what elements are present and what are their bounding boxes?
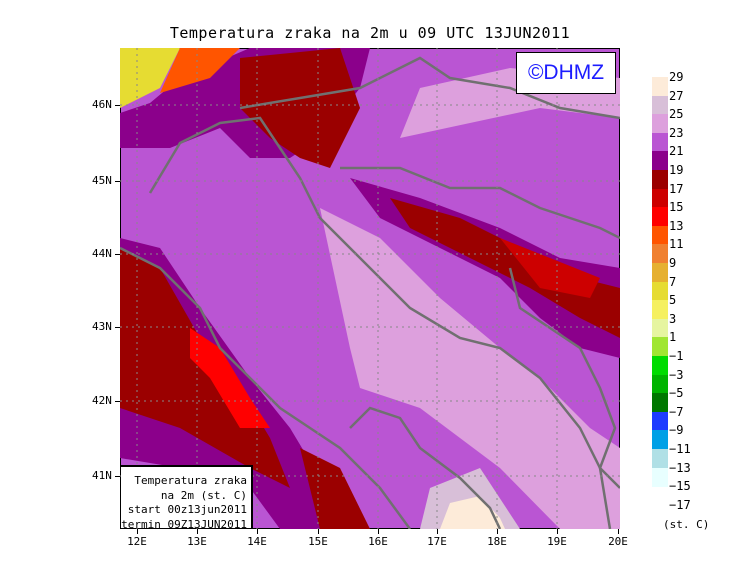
legend-label: −5 [669,386,684,401]
legend-label: 19 [669,163,684,177]
longitude-label: 18E [487,535,507,548]
legend-label: −3 [669,367,684,382]
map-title: Temperatura zraka na 2m u 09 UTC 13JUN20… [169,24,571,42]
legend-swatch [652,95,668,115]
longitude-label: 17E [427,535,447,548]
tick [115,401,120,402]
info-line: Temperatura zraka [134,474,247,487]
cold-area [500,238,600,298]
legend-label: −7 [669,404,684,419]
legend-label: 5 [669,293,677,308]
legend-swatch [652,449,668,468]
legend-swatch [652,77,668,96]
legend-swatch [652,300,668,320]
legend-label: 25 [669,107,684,122]
info-line: termin 09Z13JUN2011 [121,517,247,531]
legend-label: −17 [669,497,691,512]
latitude-label: 45N [92,174,112,187]
latitude-label: 41N [92,469,112,482]
dhmz-logo: ©DHMZ [516,52,616,94]
legend-label: 1 [669,330,677,345]
coastline [349,406,502,529]
border [340,166,620,240]
legend-swatch [652,393,668,413]
legend-swatch [652,411,668,431]
legend-swatch [652,132,668,152]
legend-swatch [652,430,668,450]
longitude-label: 19E [547,535,567,548]
latitude-label: 46N [92,98,112,111]
legend-swatch [652,151,668,171]
tick [115,105,120,106]
legend-label: 7 [669,274,677,289]
legend-swatch [652,225,668,245]
legend-label: −11 [669,442,691,456]
legend-swatch [652,374,668,394]
legend-label: 23 [669,125,684,140]
longitude-label: 15E [308,535,328,548]
legend-label: 29 [669,70,684,84]
tick [115,181,120,182]
legend-label: 15 [669,200,684,215]
tick [257,529,258,534]
longitude-label: 20E [608,535,628,548]
longitude-label: 13E [187,535,207,548]
legend-swatch [652,263,668,282]
info-box: Temperatura zraka na 2m (st. C) start 00… [121,465,253,531]
border [239,56,620,120]
hot-area [440,496,505,529]
legend-label: −9 [669,423,684,438]
legend-label: 3 [669,311,677,326]
info-line: na 2m (st. C) [160,488,247,502]
cold-area [240,48,360,168]
legend-label: 17 [669,181,684,196]
legend-swatch [652,356,668,375]
legend-swatch [652,170,668,189]
legend-swatch [652,281,668,301]
legend-label: 21 [669,144,684,159]
temperature-map [120,48,620,529]
longitude-label: 16E [368,535,388,548]
tick [115,254,120,255]
latitude-label: 44N [92,247,112,260]
border [508,267,617,529]
tick [557,529,558,534]
legend-label: 13 [669,218,684,233]
legend-swatch [652,207,668,227]
warm-area [320,208,620,529]
legend-swatch [652,337,668,357]
coastline [120,246,412,529]
coastline [148,116,620,489]
legend-swatch [652,188,668,208]
tick [437,529,438,534]
legend-label: −1 [669,349,684,363]
latitude-label: 43N [92,320,112,333]
cold-area [190,328,270,428]
tick [115,327,120,328]
tick [115,476,120,477]
longitude-label: 12E [127,535,147,548]
legend-label: 11 [669,237,684,252]
tick [197,529,198,534]
longitude-label: 14E [247,535,267,548]
tick [618,529,619,534]
info-line: start 00z13jun2011 [127,503,247,516]
legend-label: 27 [669,88,684,103]
latitude-label: 42N [92,394,112,407]
tick [378,529,379,534]
cold-area [390,198,620,338]
cold-area [120,48,180,108]
legend-swatch [652,318,668,338]
legend-swatch [652,114,668,134]
legend-swatch [652,467,668,487]
legend-label: −15 [669,479,691,494]
tick [137,529,138,534]
cold-area [160,48,240,93]
tick [497,529,498,534]
legend-label: −13 [669,460,691,475]
legend-swatch [652,244,668,264]
tick [318,529,319,534]
legend-unit: (st. C) [663,518,710,531]
legend-label: 9 [669,256,677,270]
